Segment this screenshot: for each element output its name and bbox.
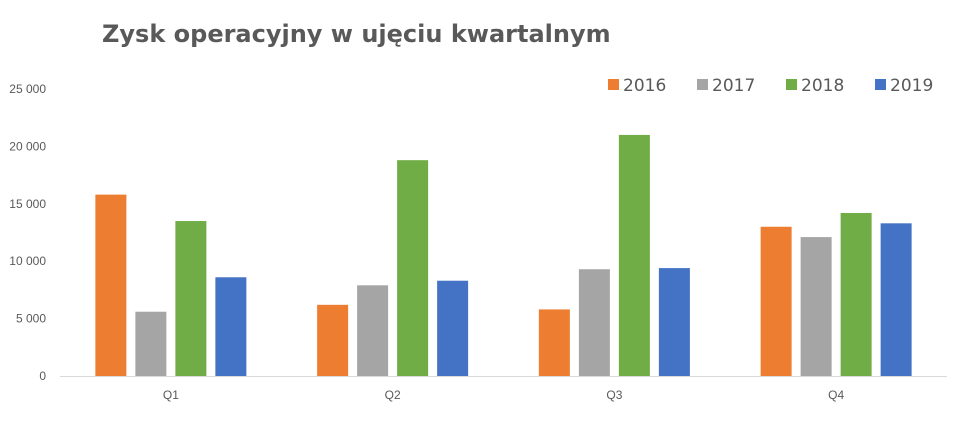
bar-q1-2018 (175, 221, 207, 376)
legend-swatch-2017 (697, 79, 708, 90)
y-tick-label: 5 000 (16, 312, 46, 326)
bar-q4-2018 (840, 212, 872, 376)
legend: 2016 2017 2018 2019 (608, 76, 933, 96)
bar-q2-2017 (357, 285, 389, 376)
bar-q2-2016 (317, 304, 349, 376)
bar-q3-2017 (578, 269, 610, 376)
bar-q4-2016 (760, 226, 792, 376)
bar-q4-2019 (880, 223, 912, 376)
bar-q4-2017 (800, 237, 832, 376)
legend-label-2016: 2016 (623, 76, 666, 96)
bar-q3-2018 (618, 134, 650, 376)
x-tick-label-q3: Q3 (606, 388, 622, 402)
x-axis: Q1 Q2 Q3 Q4 (60, 376, 947, 402)
bar-q3-2019 (658, 268, 690, 376)
x-tick-label-q2: Q2 (385, 388, 401, 402)
x-tick-label-q1: Q1 (163, 388, 179, 402)
bar-q2-2019 (437, 280, 469, 376)
y-axis: 0 5 000 10 000 15 000 20 000 25 000 (9, 82, 46, 383)
chart-title: Zysk operacyjny w ujęciu kwartalnym (102, 20, 611, 48)
bar-q1-2016 (95, 194, 127, 376)
legend-label-2017: 2017 (712, 76, 755, 96)
legend-label-2018: 2018 (801, 76, 844, 96)
y-tick-label: 15 000 (9, 197, 46, 211)
legend-label-2019: 2019 (890, 76, 933, 96)
bar-q1-2019 (215, 277, 247, 376)
bars (95, 134, 912, 376)
y-tick-label: 20 000 (9, 139, 46, 153)
bar-q2-2018 (397, 160, 429, 376)
legend-swatch-2019 (875, 79, 886, 90)
y-tick-label: 25 000 (9, 82, 46, 96)
y-tick-label: 0 (39, 369, 46, 383)
y-tick-label: 10 000 (9, 254, 46, 268)
bar-q3-2016 (538, 309, 570, 376)
legend-swatch-2016 (608, 79, 619, 90)
x-tick-label-q4: Q4 (828, 388, 844, 402)
bar-q1-2017 (135, 311, 167, 376)
legend-swatch-2018 (786, 79, 797, 90)
